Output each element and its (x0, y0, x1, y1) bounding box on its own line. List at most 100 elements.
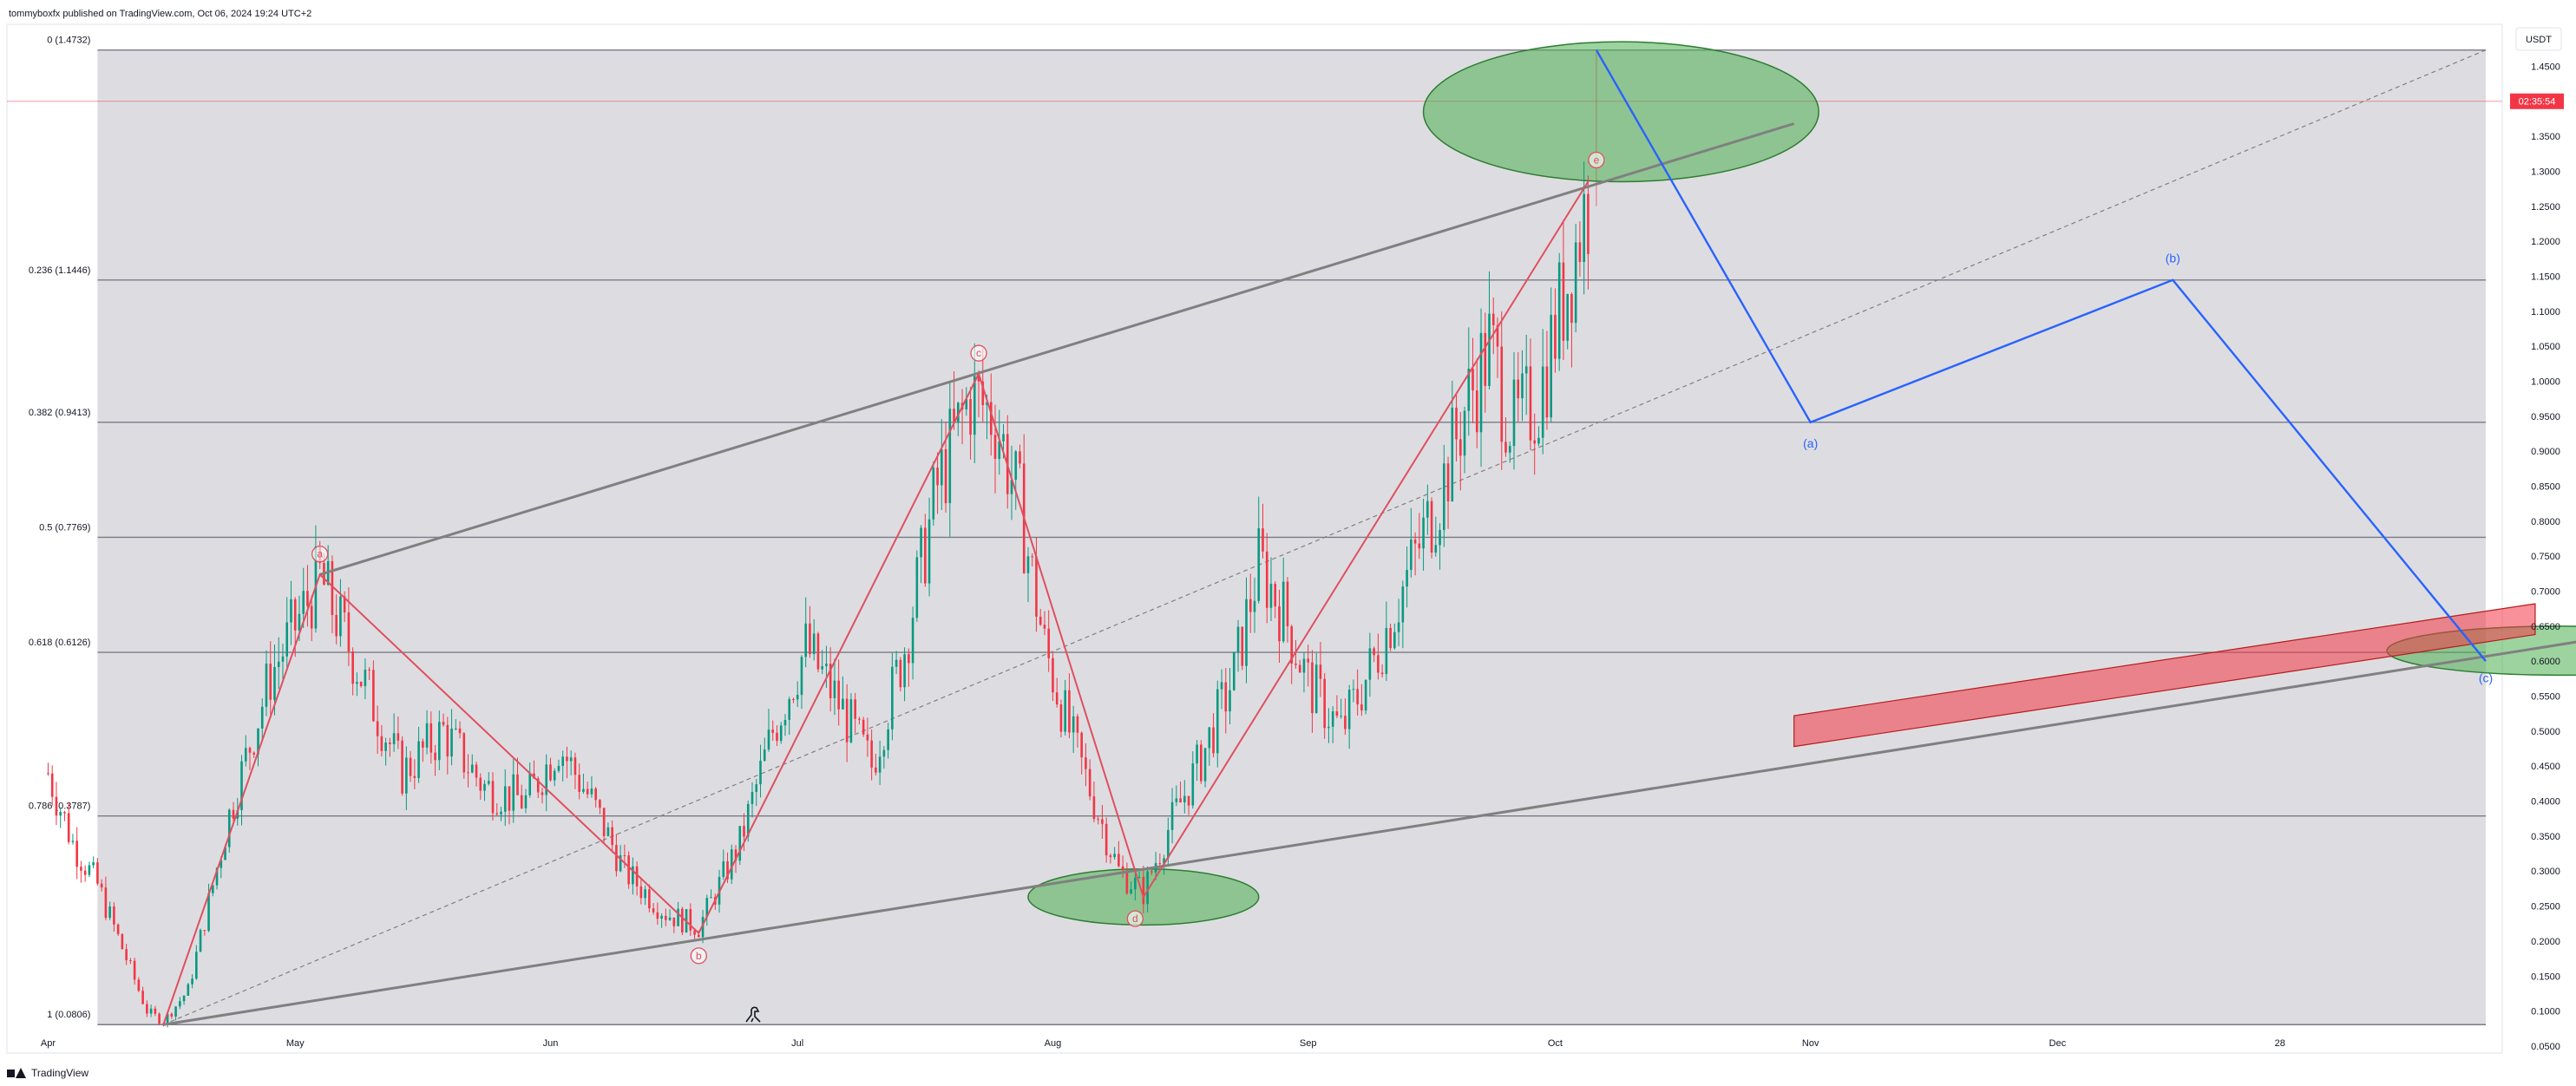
candle-body (347, 612, 351, 652)
price-tick-label: 1.2000 (2531, 237, 2560, 247)
candle-body (1031, 556, 1034, 558)
candle-body (277, 661, 280, 668)
candle-body (1203, 748, 1207, 782)
candle-body (908, 654, 910, 664)
candle-body (1281, 581, 1285, 642)
forecast-wave-label: (a) (1803, 436, 1818, 450)
candle-body (582, 788, 585, 792)
candle-body (623, 855, 626, 857)
wave-circle-label-b: b (690, 947, 707, 965)
candle-body (776, 732, 778, 742)
candle-body (1278, 606, 1281, 642)
candle-body (224, 847, 226, 860)
candle-body (948, 409, 952, 504)
candle-body (1047, 628, 1051, 658)
price-tick-label: 1.3000 (2531, 167, 2560, 177)
price-tick-label: 0.9000 (2531, 447, 2560, 457)
currency-badge[interactable]: USDT (2515, 27, 2562, 51)
candle-body (1286, 581, 1289, 627)
candle-body (1356, 689, 1359, 705)
candle-body (602, 808, 606, 836)
fib-trend-line[interactable] (163, 49, 2487, 1025)
candle-body (1496, 324, 1499, 347)
support-zone-box[interactable] (1793, 603, 2536, 748)
candle-body (1224, 682, 1228, 712)
wave-circle-text: a (317, 548, 323, 560)
candle-body (252, 752, 256, 755)
green-highlight-ellipse (1422, 41, 1819, 183)
candle-body (821, 666, 823, 670)
price-tick-label: 1.1500 (2531, 272, 2560, 282)
candle-body (83, 870, 87, 875)
candle-body (1265, 551, 1268, 608)
candle-body (1446, 463, 1450, 502)
candle-body (627, 855, 630, 885)
candle-body (359, 682, 363, 687)
candle-body (376, 721, 379, 736)
candle-body (1019, 451, 1021, 464)
candle-body (273, 667, 276, 700)
abcde-wave-line[interactable] (162, 180, 1590, 1025)
candle-body (1183, 795, 1186, 803)
candle-body (1327, 726, 1330, 729)
price-axis[interactable]: 1.50001.45001.40001.35001.30001.25001.20… (2531, 27, 2560, 1052)
candle-body (1175, 798, 1178, 802)
candle-body (1245, 599, 1248, 666)
candle-body (1200, 744, 1203, 782)
fib-level-label: 0.382 (0.9413) (29, 408, 91, 418)
candle-body (116, 924, 120, 934)
candle-body (1125, 870, 1129, 893)
candle-body (1512, 379, 1516, 447)
time-tick-label: Dec (2049, 1038, 2067, 1049)
candle-body (260, 706, 264, 729)
candle-body (310, 605, 313, 629)
candle-body (149, 1008, 153, 1014)
candle-body (417, 741, 420, 778)
wave-labels: a b c d e (a) (b) (c) (311, 151, 2493, 965)
candle-body (343, 596, 346, 613)
candle-body (796, 695, 799, 700)
tradingview-footer[interactable]: TradingView (7, 1063, 88, 1083)
time-tick-label: Jun (543, 1038, 559, 1049)
price-tick-label: 0.5000 (2531, 727, 2560, 737)
candle-body (536, 778, 540, 793)
candle-body (293, 599, 297, 631)
price-tick-label: 0.8000 (2531, 517, 2560, 527)
price-tick-label: 0.6000 (2531, 657, 2560, 667)
candle-body (446, 724, 449, 757)
candle-body (195, 952, 198, 979)
candle-body (1521, 373, 1524, 399)
price-tick-label: 0.2500 (2531, 902, 2560, 913)
candle-body (1212, 727, 1215, 754)
time-axis[interactable]: Apr May Jun Jul Aug Sep Oct Nov Dec 28 (41, 1038, 2285, 1049)
candle-body (467, 772, 469, 774)
price-tick-label: 1.1000 (2531, 307, 2560, 317)
candle-body (1587, 193, 1590, 254)
dino-icon[interactable] (745, 1006, 761, 1023)
candle-body (743, 826, 745, 837)
price-tick-label: 0.1000 (2531, 1007, 2560, 1017)
candle-body (458, 728, 462, 734)
lower-channel-line[interactable] (163, 479, 2576, 1026)
candle-body (187, 984, 190, 996)
candle-body (351, 651, 354, 684)
candle-body (989, 402, 993, 435)
candle-body (1422, 517, 1425, 549)
candle-body (397, 733, 400, 741)
candle-body (665, 915, 667, 920)
wave-circle (1588, 151, 1605, 169)
candle-body (1545, 366, 1549, 418)
time-tick-label: May (286, 1038, 305, 1049)
upper-channel-line[interactable] (319, 122, 1795, 576)
candle-body (1220, 682, 1223, 690)
candle-body (1323, 678, 1326, 729)
candle-body (887, 729, 889, 750)
candle-body (495, 813, 499, 814)
candle-body (936, 468, 939, 486)
candle-body (429, 723, 433, 753)
forecast-wave-line[interactable] (1595, 49, 2487, 662)
fib-level-label: 0 (1.4732) (47, 36, 90, 46)
candle-body (380, 736, 383, 751)
candle-body (953, 409, 955, 423)
